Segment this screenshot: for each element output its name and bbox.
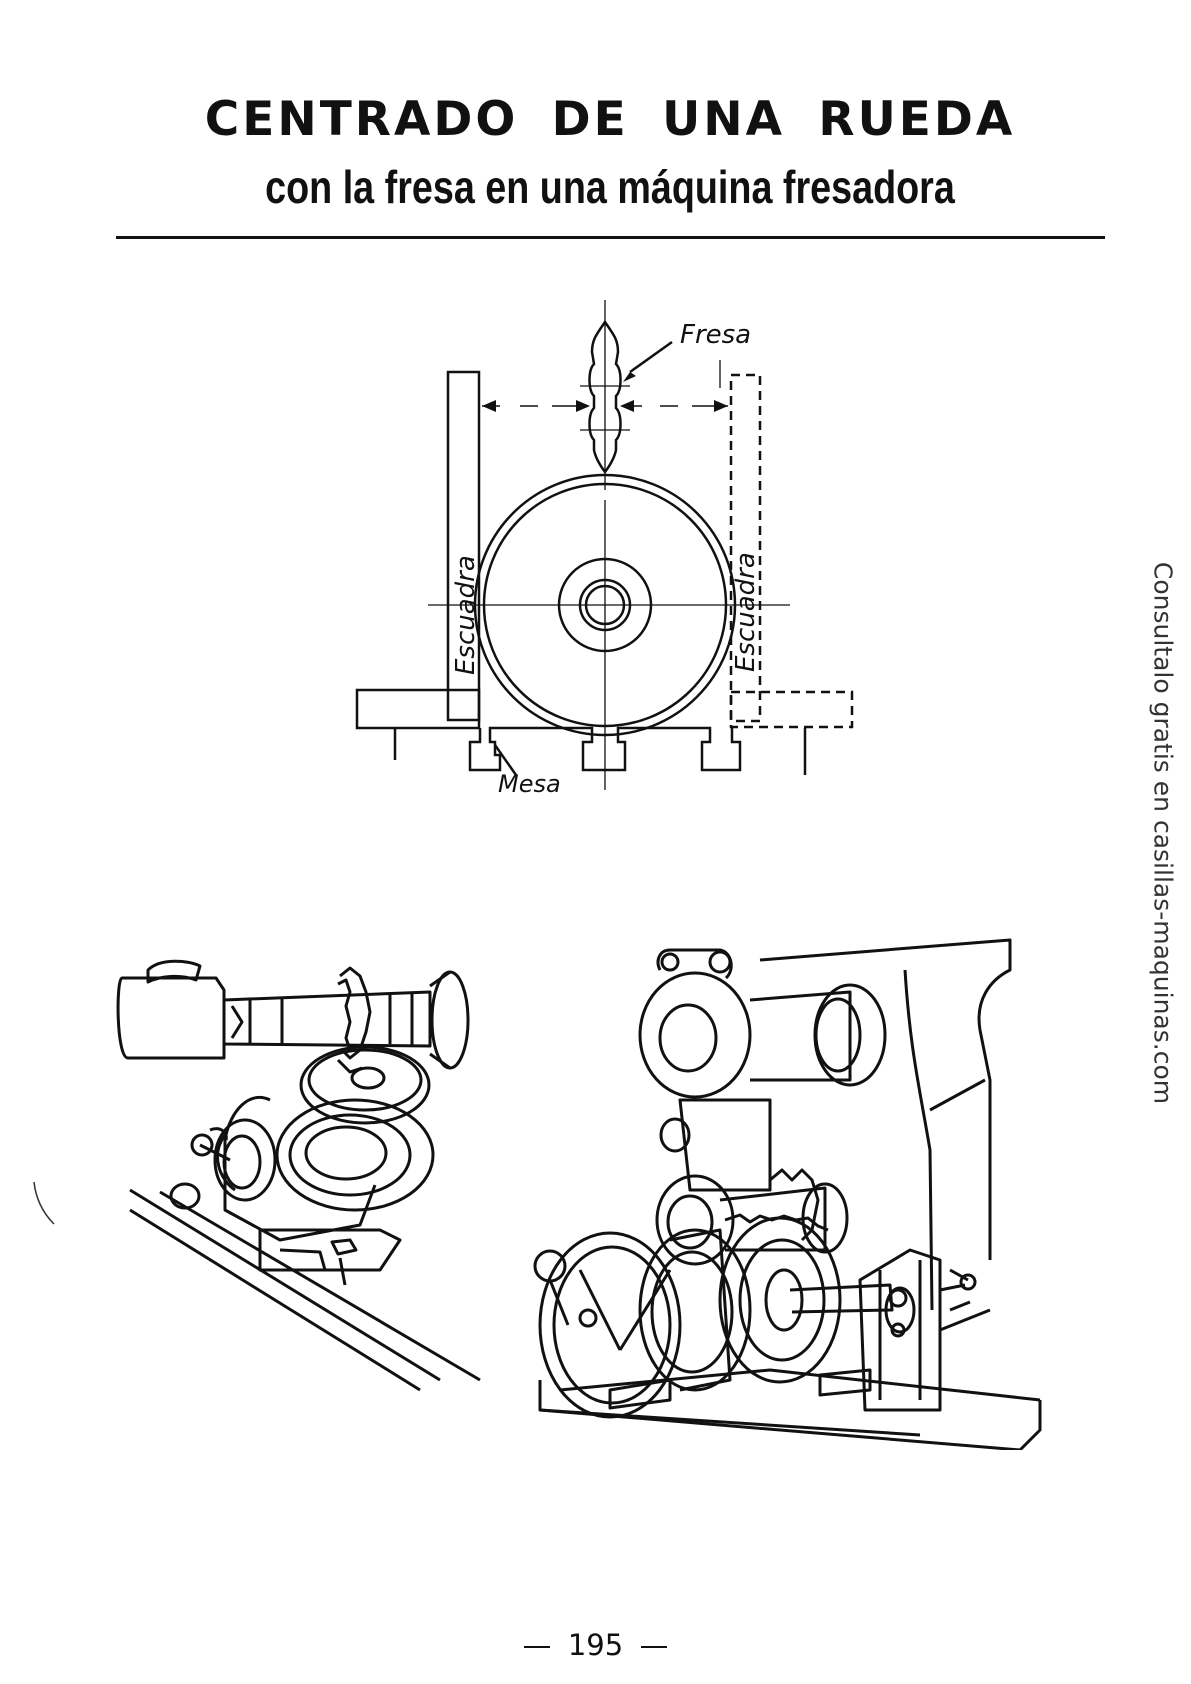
square-right-label: Escuadra xyxy=(731,552,761,672)
title-rule xyxy=(116,236,1105,239)
page-number-dash-right xyxy=(641,1646,668,1648)
square-left-base xyxy=(355,688,481,730)
illustration-dividing-head xyxy=(116,959,481,1392)
square-right-blade xyxy=(729,373,762,723)
illustration-milling-machine xyxy=(533,938,1042,1450)
table-outline xyxy=(468,726,742,772)
square-right-base xyxy=(729,690,854,729)
margin-mark xyxy=(33,1181,55,1225)
page-number-value: 195 xyxy=(567,1628,624,1662)
table-leader xyxy=(493,744,518,776)
square-left-label: Escuadra xyxy=(451,555,481,675)
page-number-dash-left xyxy=(523,1646,550,1648)
page-title: CENTRADO DE UNA RUEDA xyxy=(204,92,1016,147)
cutter-label: Fresa xyxy=(680,320,751,350)
page-number: 195 xyxy=(0,1628,1191,1662)
page-subtitle: con la fresa en una máquina fresadora xyxy=(265,161,955,213)
square-left-blade xyxy=(446,370,481,722)
centering-diagram: Fresa Escuadra Escuadra Mesa xyxy=(355,300,854,798)
side-watermark-text: Consultalo gratis en casillas-maquinas.c… xyxy=(1148,561,1178,1105)
cutter-leader xyxy=(629,340,673,374)
table-label: Mesa xyxy=(498,770,561,798)
